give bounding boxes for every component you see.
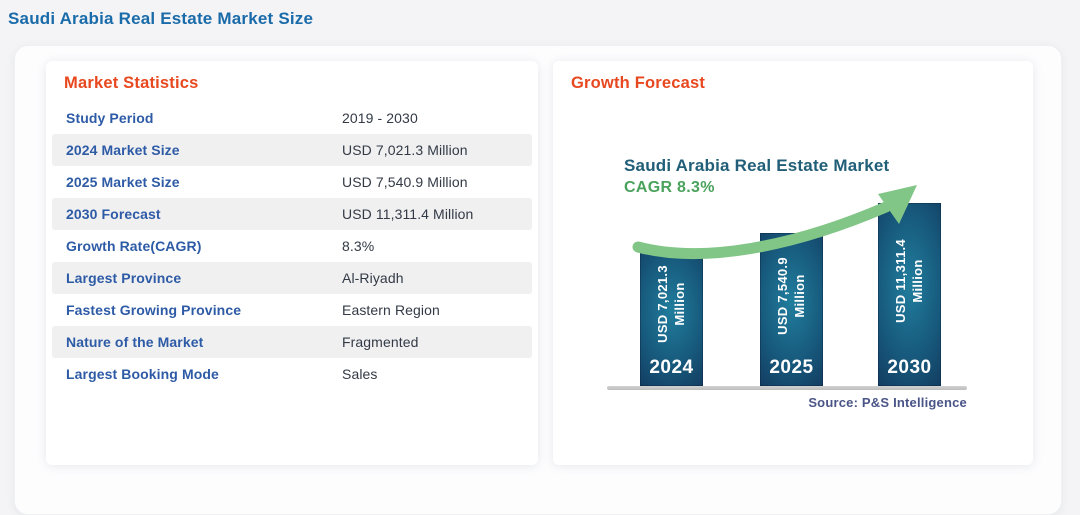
stat-row: 2024 Market Size USD 7,021.3 Million	[52, 134, 532, 166]
stat-row: Fastest Growing Province Eastern Region	[52, 294, 532, 326]
stat-row: Largest Booking Mode Sales	[52, 358, 532, 390]
chart-source: Source: P&S Intelligence	[808, 395, 967, 410]
chart-cagr-label: CAGR 8.3%	[624, 179, 715, 196]
stat-label: Fastest Growing Province	[66, 302, 242, 318]
stat-value: 2019 - 2030	[342, 110, 418, 126]
forecast-heading: Growth Forecast	[571, 74, 706, 92]
bar-2025: USD 7,540.9 Million 2025	[760, 233, 823, 386]
stat-value: Fragmented	[342, 334, 419, 350]
stats-heading: Market Statistics	[64, 74, 199, 92]
page-title: Saudi Arabia Real Estate Market Size	[8, 9, 314, 28]
bar-year-label: 2025	[769, 357, 814, 378]
content-container: Market Statistics Study Period 2019 - 203…	[14, 45, 1062, 515]
bar-value-label: USD 7,540.9 Million	[774, 256, 807, 335]
stat-label: Nature of the Market	[66, 334, 204, 350]
bar-value-label: USD 11,311.4 Million	[892, 238, 925, 323]
stat-value: 8.3%	[342, 238, 375, 254]
stat-label: 2030 Forecast	[66, 206, 161, 222]
stat-value: USD 7,021.3 Million	[342, 142, 468, 158]
stat-label: 2025 Market Size	[66, 174, 180, 190]
stat-label: Largest Booking Mode	[66, 366, 219, 382]
stat-row: Largest Province Al-Riyadh	[52, 262, 532, 294]
bar-value-label: USD 7,021.3 Million	[654, 264, 687, 343]
bar-2030: USD 11,311.4 Million 2030	[878, 203, 941, 386]
stat-value: USD 7,540.9 Million	[342, 174, 468, 190]
stat-value: USD 11,311.4 Million	[342, 206, 474, 222]
stat-label: Largest Province	[66, 270, 182, 286]
bar-2024: USD 7,021.3 Million 2024	[640, 249, 703, 386]
growth-forecast-card: Growth Forecast Saudi Arabia Real Estate…	[553, 61, 1033, 465]
stat-value: Sales	[342, 366, 378, 382]
chart-title: Saudi Arabia Real Estate Market	[624, 156, 890, 175]
stat-label: 2024 Market Size	[66, 142, 180, 158]
stats-table: Study Period 2019 - 2030 2024 Market Size U…	[46, 102, 538, 390]
bar-year-label: 2030	[887, 357, 932, 378]
stat-row: 2025 Market Size USD 7,540.9 Million	[52, 166, 532, 198]
stat-label: Study Period	[66, 110, 154, 126]
bar-year-label: 2024	[649, 357, 694, 378]
stat-row: Growth Rate(CAGR) 8.3%	[52, 230, 532, 262]
stat-row: 2030 Forecast USD 11,311.4 Million	[52, 198, 532, 230]
stat-value: Eastern Region	[342, 302, 440, 318]
market-statistics-card: Market Statistics Study Period 2019 - 203…	[46, 61, 538, 465]
chart-baseline	[607, 386, 967, 390]
stat-row: Study Period 2019 - 2030	[52, 102, 532, 134]
stat-value: Al-Riyadh	[342, 270, 404, 286]
stat-label: Growth Rate(CAGR)	[66, 238, 202, 254]
stat-row: Nature of the Market Fragmented	[52, 326, 532, 358]
